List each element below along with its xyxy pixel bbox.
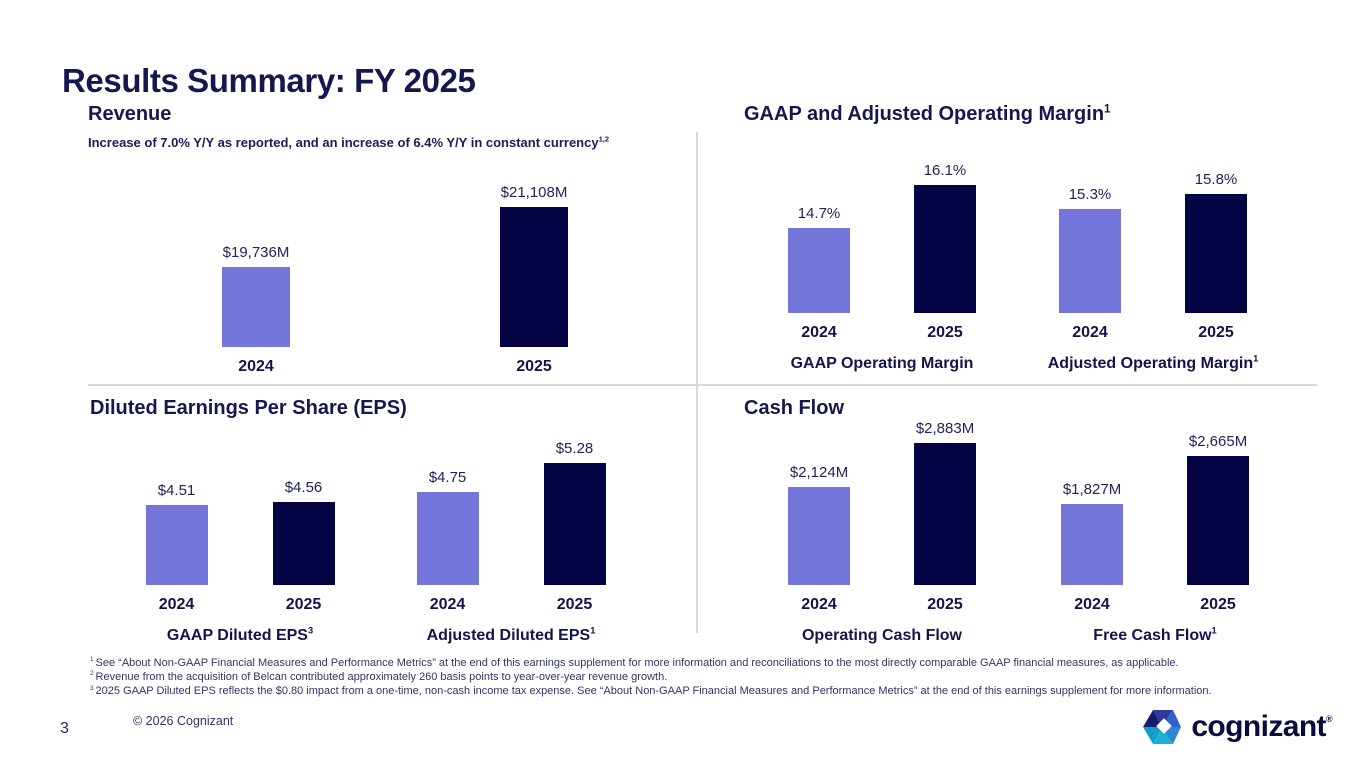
gaap-diluted-eps-label: GAAP Diluted EPS3 [166, 625, 314, 644]
bar-unit: $2,124M 2024 [756, 464, 882, 615]
bar-unit: $4.75 2024 [384, 469, 511, 615]
bar-category-label: 2024 [801, 324, 837, 341]
revenue-title-text: Revenue [88, 103, 172, 125]
bar-value-label: $2,124M [789, 464, 849, 481]
bar-2025 [1185, 194, 1247, 313]
bar-2024 [222, 267, 290, 347]
footnote-1: 1 See “About Non-GAAP Financial Measures … [90, 656, 1179, 669]
bar-category-label: 2025 [556, 596, 593, 613]
adjusted-operating-margin-label: Adjusted Operating Margin1 [1047, 353, 1259, 372]
footnotes: 1 See “About Non-GAAP Financial Measures … [90, 656, 1235, 698]
bar-value-label: 14.7% [797, 205, 841, 222]
bar-unit: 14.7% 2024 [756, 205, 882, 343]
bar-category-label: 2024 [1074, 596, 1110, 613]
operating-cash-flow-group: $2,124M 2024 $2,883M 2025 Operating Cash Fl… [756, 420, 1008, 645]
adjusted-diluted-eps-group: $4.75 2024 $5.28 2025 Adjusted Diluted EPS1 [384, 420, 638, 645]
bar-value-label: 15.3% [1068, 186, 1112, 203]
bar-value-label: 15.8% [1194, 171, 1238, 188]
operating-margin-title-superscript: 1 [1104, 102, 1111, 116]
footnote-3: 3 2025 GAAP Diluted EPS reflects the $0.8… [90, 684, 1212, 698]
bar-unit: $4.51 2024 [113, 482, 240, 615]
cognizant-wordmark: cognizant® [1191, 710, 1333, 743]
bar-unit: $2,665M 2025 [1155, 433, 1281, 615]
bar-category-label: 2024 [1072, 324, 1108, 341]
bar-2025 [500, 207, 568, 347]
bar-value-label: $19,736M [222, 244, 290, 261]
bar-category-label: 2025 [285, 596, 322, 613]
bar-unit: 15.8% 2025 [1153, 171, 1279, 343]
bar-category-label: 2025 [927, 324, 963, 341]
bar-unit: 16.1% 2025 [882, 162, 1008, 343]
operating-margin-title: GAAP and Adjusted Operating Margin1 [744, 103, 1110, 126]
bar-value-label: $5.28 [555, 440, 594, 457]
bar-unit: $1,827M 2024 [1029, 481, 1155, 615]
cash-flow-title: Cash Flow [744, 397, 844, 420]
horizontal-divider [88, 384, 1317, 386]
bar-category-label: 2024 [801, 596, 837, 613]
bar-2025 [914, 185, 976, 313]
revenue-bars: $19,736M 2024 $21,108M 2025 [117, 170, 673, 377]
bar-category-label: 2025 [516, 358, 552, 375]
bar-unit: $5.28 2025 [511, 440, 638, 615]
bar-unit: $21,108M 2025 [395, 184, 673, 377]
page-number: 3 [60, 720, 69, 737]
revenue-subtitle-superscript: 1,2 [598, 134, 610, 144]
bar-2024 [416, 492, 479, 585]
bar-2024 [1059, 209, 1121, 313]
bar-category-label: 2025 [927, 596, 963, 613]
cognizant-logo: cognizant® [1140, 705, 1333, 749]
bar-value-label: $21,108M [500, 184, 568, 201]
copyright-notice: © 2026 Cognizant [133, 714, 234, 728]
bar-category-label: 2024 [158, 596, 195, 613]
bar-2025 [543, 463, 606, 585]
adjusted-operating-margin-group: 15.3% 2024 15.8% 2025 Adjusted Operating Ma… [1027, 150, 1279, 373]
vertical-divider [696, 132, 698, 633]
free-cash-flow-label: Free Cash Flow1 [1093, 625, 1217, 644]
revenue-subtitle-text: Increase of 7.0% Y/Y as reported, and an… [88, 135, 599, 150]
bar-category-label: 2024 [429, 596, 466, 613]
eps-title-text: Diluted Earnings Per Share (EPS) [90, 397, 407, 419]
free-cash-flow-group: $1,827M 2024 $2,665M 2025 Free Cash Flow1 [1029, 420, 1281, 645]
eps-title: Diluted Earnings Per Share (EPS) [90, 397, 407, 420]
gaap-diluted-eps-group: $4.51 2024 $4.56 2025 GAAP Diluted EPS3 [113, 420, 367, 645]
bar-value-label: $4.51 [157, 482, 196, 499]
bar-2025 [1187, 456, 1249, 585]
bar-value-label: 16.1% [923, 162, 967, 179]
bar-2025 [914, 443, 976, 585]
bar-2024 [145, 505, 208, 585]
bar-2024 [788, 228, 850, 313]
bar-value-label: $4.56 [284, 479, 323, 496]
adjusted-diluted-eps-label: Adjusted Diluted EPS1 [426, 625, 596, 644]
bar-2024 [788, 487, 850, 585]
bar-category-label: 2025 [1200, 596, 1236, 613]
operating-margin-title-text: GAAP and Adjusted Operating Margin [744, 103, 1105, 125]
operating-cash-flow-label: Operating Cash Flow [801, 627, 962, 644]
bar-value-label: $2,883M [915, 420, 975, 437]
bar-value-label: $4.75 [428, 469, 467, 486]
registered-trademark-icon: ® [1325, 714, 1333, 724]
cash-flow-title-text: Cash Flow [744, 397, 845, 419]
bar-value-label: $1,827M [1062, 481, 1122, 498]
bar-value-label: $2,665M [1188, 433, 1248, 450]
bar-unit: $2,883M 2025 [882, 420, 1008, 615]
bar-unit: 15.3% 2024 [1027, 186, 1153, 343]
gaap-operating-margin-label: GAAP Operating Margin [790, 355, 974, 372]
page-title: Results Summary: FY 2025 [62, 62, 476, 100]
revenue-title: Revenue [88, 103, 171, 126]
bar-2024 [1061, 504, 1123, 585]
revenue-subtitle: Increase of 7.0% Y/Y as reported, and an… [88, 135, 609, 150]
bar-category-label: 2025 [1198, 324, 1234, 341]
gaap-operating-margin-group: 14.7% 2024 16.1% 2025 GAAP Operating Margin [756, 150, 1008, 373]
bar-category-label: 2024 [238, 358, 274, 375]
bar-unit: $4.56 2025 [240, 479, 367, 615]
cognizant-logo-icon [1143, 710, 1182, 744]
bar-2025 [272, 502, 335, 585]
footnote-2: 2 Revenue from the acquisition of Belcan … [90, 670, 668, 684]
bar-unit: $19,736M 2024 [117, 244, 395, 377]
